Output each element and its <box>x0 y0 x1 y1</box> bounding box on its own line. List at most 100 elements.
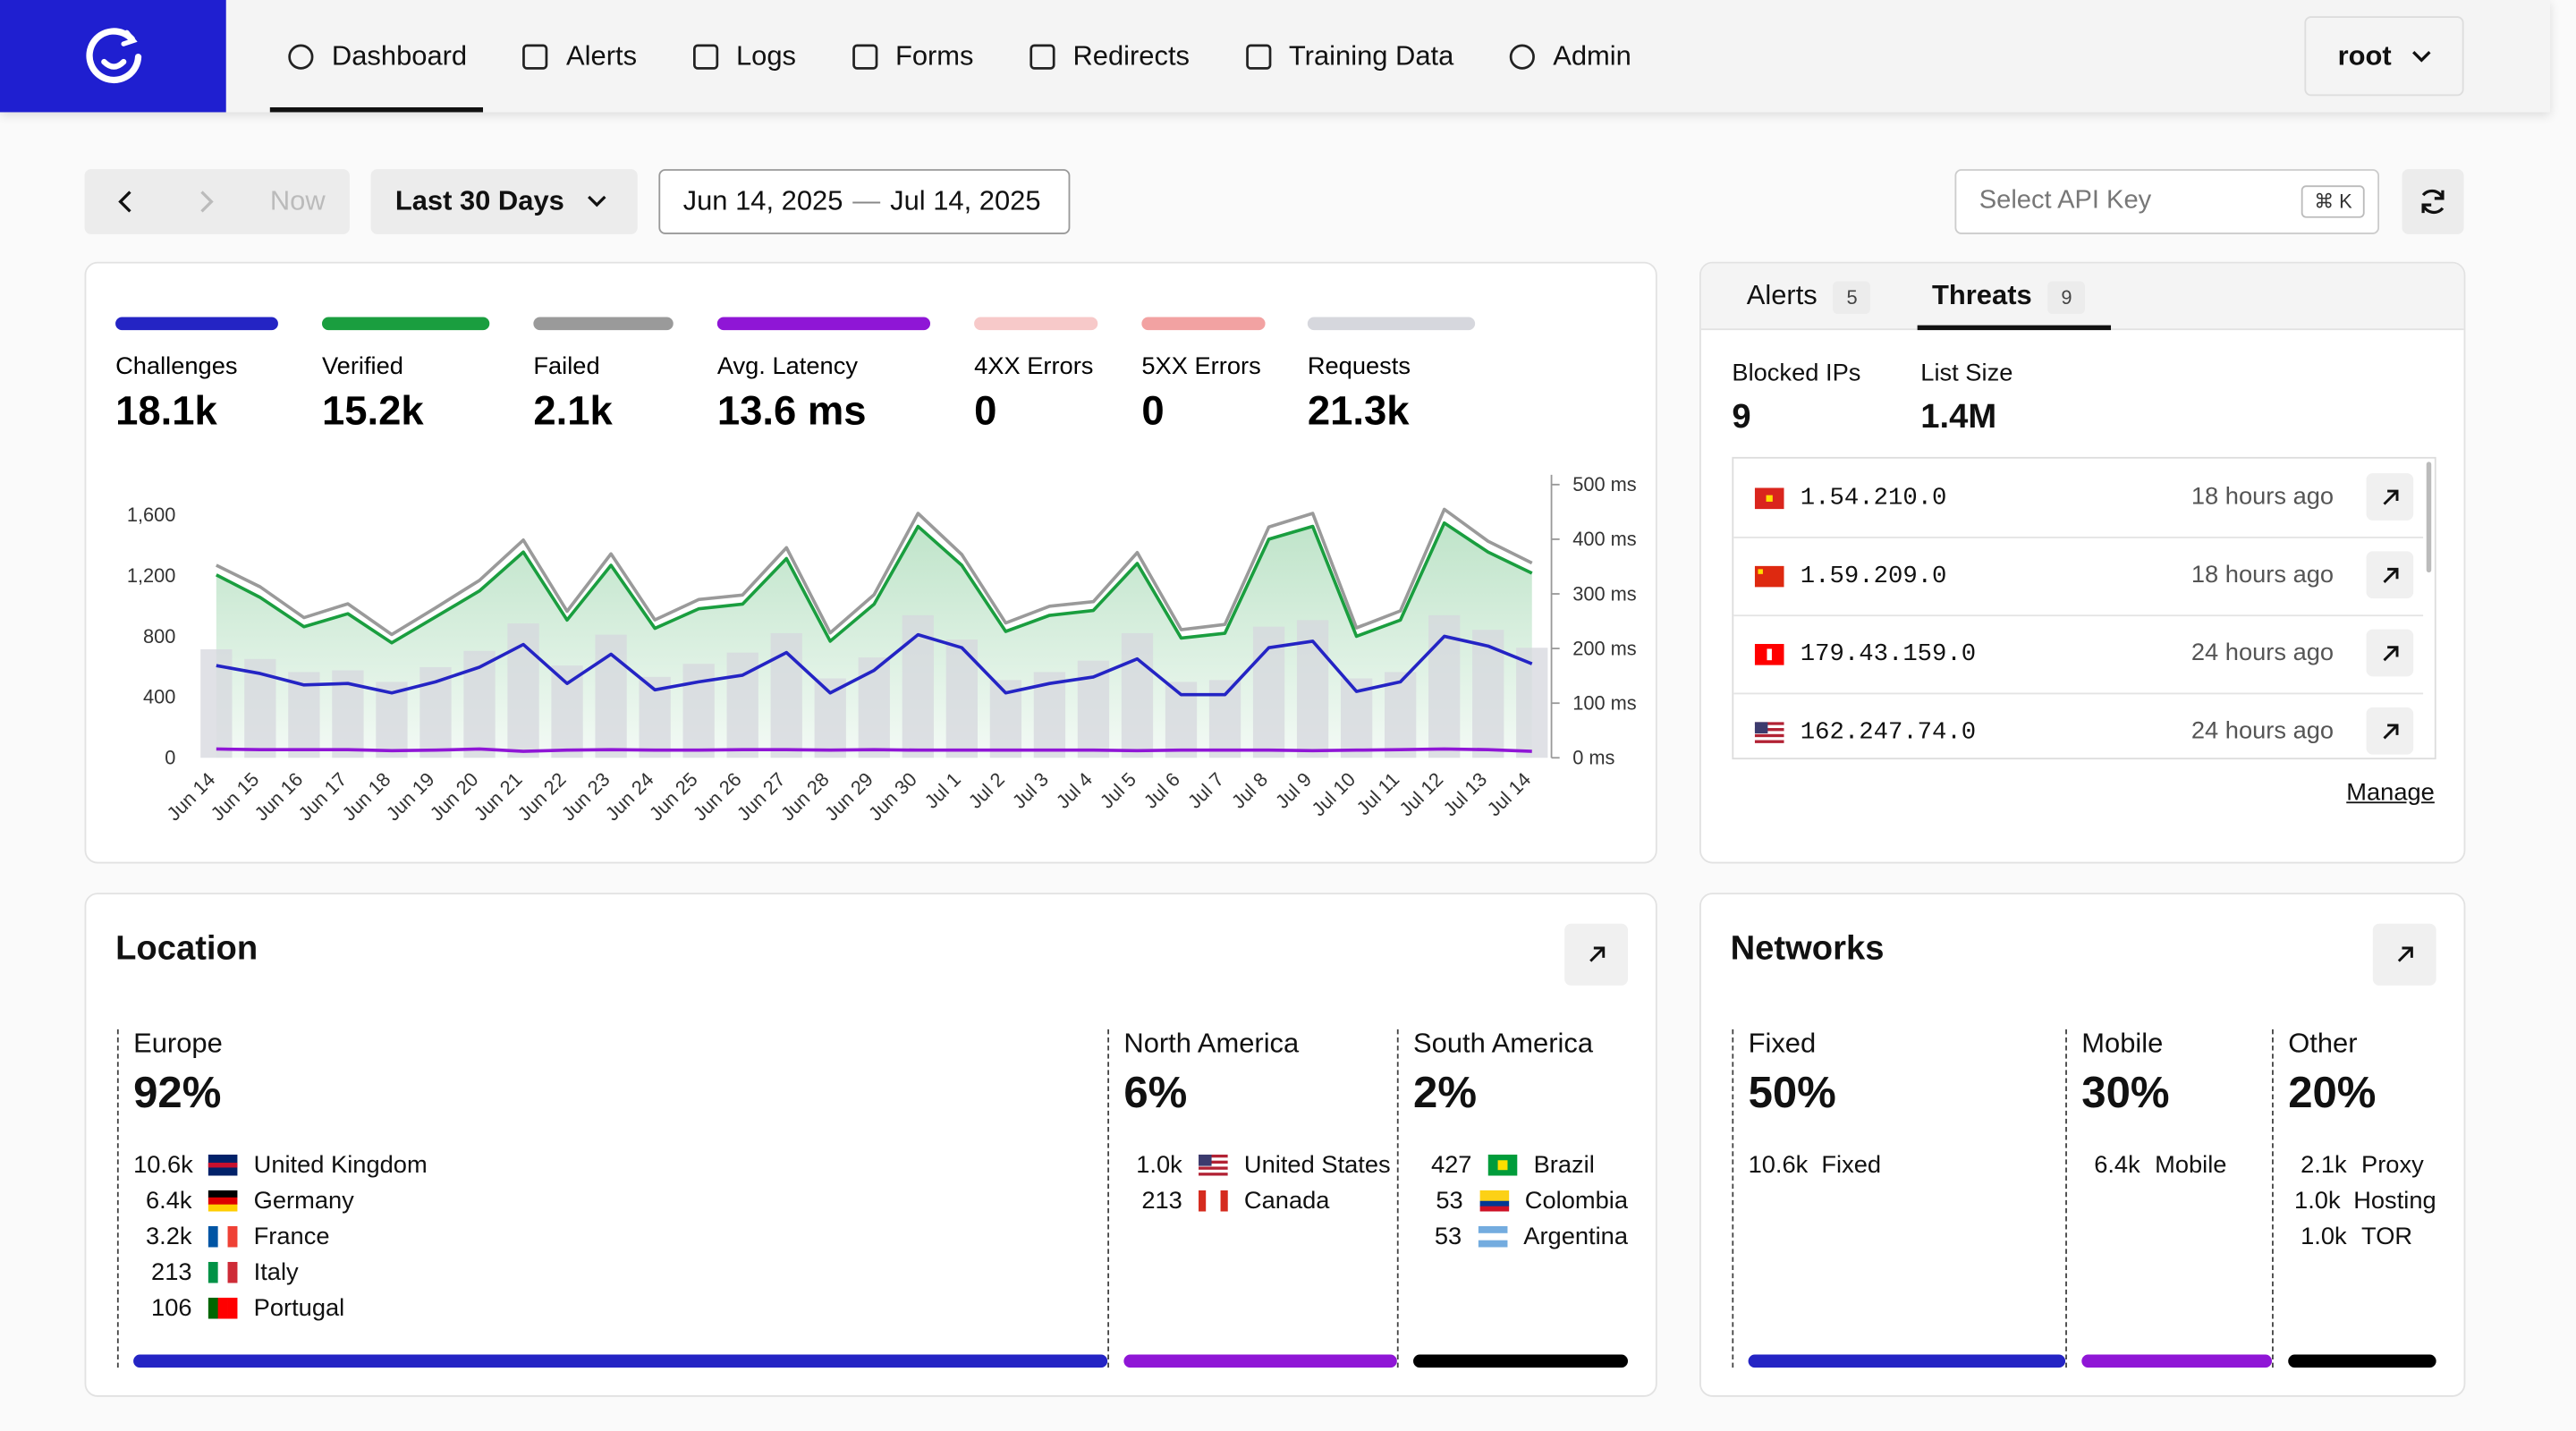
row-name: Brazil <box>1534 1150 1595 1178</box>
icon-shape <box>524 45 547 67</box>
scrollbar[interactable] <box>2427 461 2431 572</box>
x-tick-label: Jul 14 <box>1482 768 1535 821</box>
chevron <box>2411 49 2431 63</box>
row-name: Italy <box>254 1257 299 1285</box>
nav-icon <box>850 41 879 71</box>
line <box>216 749 1532 751</box>
x-tick-label: Jul 8 <box>1227 768 1272 813</box>
region-row: 53Colombia <box>1413 1182 1628 1218</box>
arrow-icon <box>2380 487 2400 507</box>
region-bar <box>1413 1355 1628 1368</box>
arrow-icon <box>2380 643 2400 663</box>
nav-item[interactable]: Forms <box>834 0 990 112</box>
row-name: Argentina <box>1523 1222 1628 1249</box>
flag-stripe <box>208 1190 238 1197</box>
open-button[interactable] <box>2366 707 2413 755</box>
user-menu[interactable]: root <box>2304 16 2463 96</box>
flag <box>1755 721 1784 742</box>
nav-label: Logs <box>736 40 796 72</box>
flag-detail <box>1199 1154 1212 1165</box>
y2-tick-label: 100 ms <box>1572 691 1637 714</box>
x-tick-label: Jun 25 <box>645 768 702 826</box>
row-name: France <box>254 1222 330 1249</box>
nav-item[interactable]: Redirects <box>1011 0 1206 112</box>
arrow-icon <box>2380 721 2400 741</box>
row-count: 1.0k <box>2288 1222 2346 1249</box>
range-select[interactable]: Last 30 Days <box>371 169 638 234</box>
arrow <box>2384 568 2397 581</box>
location-card: Location Europe92%10.6kUnited Kingdom6.4… <box>85 893 1657 1397</box>
arrow <box>2384 647 2397 660</box>
manage-link[interactable]: Manage <box>2346 779 2435 807</box>
api-key-placeholder: Select API Key <box>1979 187 2151 216</box>
arrow <box>2384 490 2397 504</box>
row-name: United States <box>1244 1150 1391 1178</box>
row-count: 6.4k <box>2081 1150 2140 1178</box>
open-button[interactable] <box>2373 924 2436 986</box>
open-button[interactable] <box>2366 551 2413 598</box>
y2-tick-label: 500 ms <box>1572 473 1637 495</box>
x-tick-label: Jun 22 <box>513 768 571 826</box>
logo[interactable] <box>0 0 226 112</box>
legend-swatch <box>322 318 489 331</box>
now-button[interactable]: Now <box>270 185 326 217</box>
row-count: 213 <box>1123 1186 1182 1214</box>
flag-stripe <box>1755 740 1784 742</box>
region-column: North America6%1.0kUnited States213Canad… <box>1107 1029 1397 1367</box>
region-bar <box>2288 1355 2436 1368</box>
region-name: Other <box>2288 1028 2436 1060</box>
x-tick-label: Jul 10 <box>1307 768 1360 821</box>
api-key-select[interactable]: Select API Key ⌘ K <box>1954 169 2379 234</box>
flag-stripe <box>228 1297 238 1318</box>
y2-tick-label: 200 ms <box>1572 637 1637 659</box>
legend-swatch <box>533 318 673 331</box>
region-row: 1.0kUnited States <box>1123 1147 1396 1182</box>
nav-item[interactable]: Admin <box>1491 0 1648 112</box>
row-name: Mobile <box>2155 1150 2226 1178</box>
legend-total: 2.1k <box>533 388 613 434</box>
header: Dashboard Alerts Logs FormsRedirectsTrainin… <box>0 0 2550 112</box>
tab[interactable]: Alerts5 <box>1747 280 1870 313</box>
open-button[interactable] <box>2366 630 2413 677</box>
nav-item[interactable]: Dashboard <box>270 0 483 112</box>
next[interactable] <box>199 191 215 213</box>
nav-item[interactable]: Training Data <box>1227 0 1470 112</box>
region-bar <box>133 1355 1107 1368</box>
x-tick-label: Jul 7 <box>1183 768 1228 813</box>
region-name: Europe <box>133 1028 1107 1060</box>
icon-shape <box>1247 45 1269 67</box>
region-share: 20% <box>2288 1069 2436 1119</box>
legend-label: Avg. Latency <box>717 351 859 379</box>
nav-item[interactable]: Alerts <box>504 0 653 112</box>
tab-active[interactable]: Threats9 <box>1918 280 2111 330</box>
x-tick-label: Jun 26 <box>689 768 746 826</box>
row-count: 10.6k <box>1749 1150 1807 1178</box>
region-bar <box>1749 1355 2066 1368</box>
ip-address: 1.54.210.0 <box>1801 484 1947 512</box>
time-ago: 24 hours ago <box>2191 717 2334 745</box>
row-count: 10.6k <box>133 1150 191 1178</box>
y-tick-label: 1,200 <box>127 564 176 587</box>
open-button[interactable] <box>1564 924 1628 986</box>
nav-label: Dashboard <box>332 40 467 72</box>
region-name: Mobile <box>2081 1028 2272 1060</box>
stat-value: 9 <box>1732 398 1750 437</box>
prev[interactable] <box>117 191 133 213</box>
flag-stripe <box>208 1225 218 1247</box>
date-range[interactable]: Jun 14, 2025 — Jul 14, 2025 <box>658 169 1070 234</box>
arrow-icon <box>2394 944 2414 964</box>
y2-tick-label: 0 ms <box>1572 747 1614 769</box>
stat-label: List Size <box>1920 360 2012 387</box>
open-button[interactable] <box>2366 473 2413 521</box>
flag-stripe <box>228 1225 238 1247</box>
nav-item[interactable]: Logs <box>674 0 812 112</box>
range-label: Last 30 Days <box>395 185 564 217</box>
region-row: 106Portugal <box>133 1290 1107 1325</box>
logo-icon <box>82 25 144 87</box>
region-row: 1.0kTOR <box>2288 1218 2436 1254</box>
region-row: 2.1kProxy <box>2288 1147 2436 1182</box>
refresh-button[interactable] <box>2402 169 2463 234</box>
y-tick-label: 400 <box>143 686 175 708</box>
